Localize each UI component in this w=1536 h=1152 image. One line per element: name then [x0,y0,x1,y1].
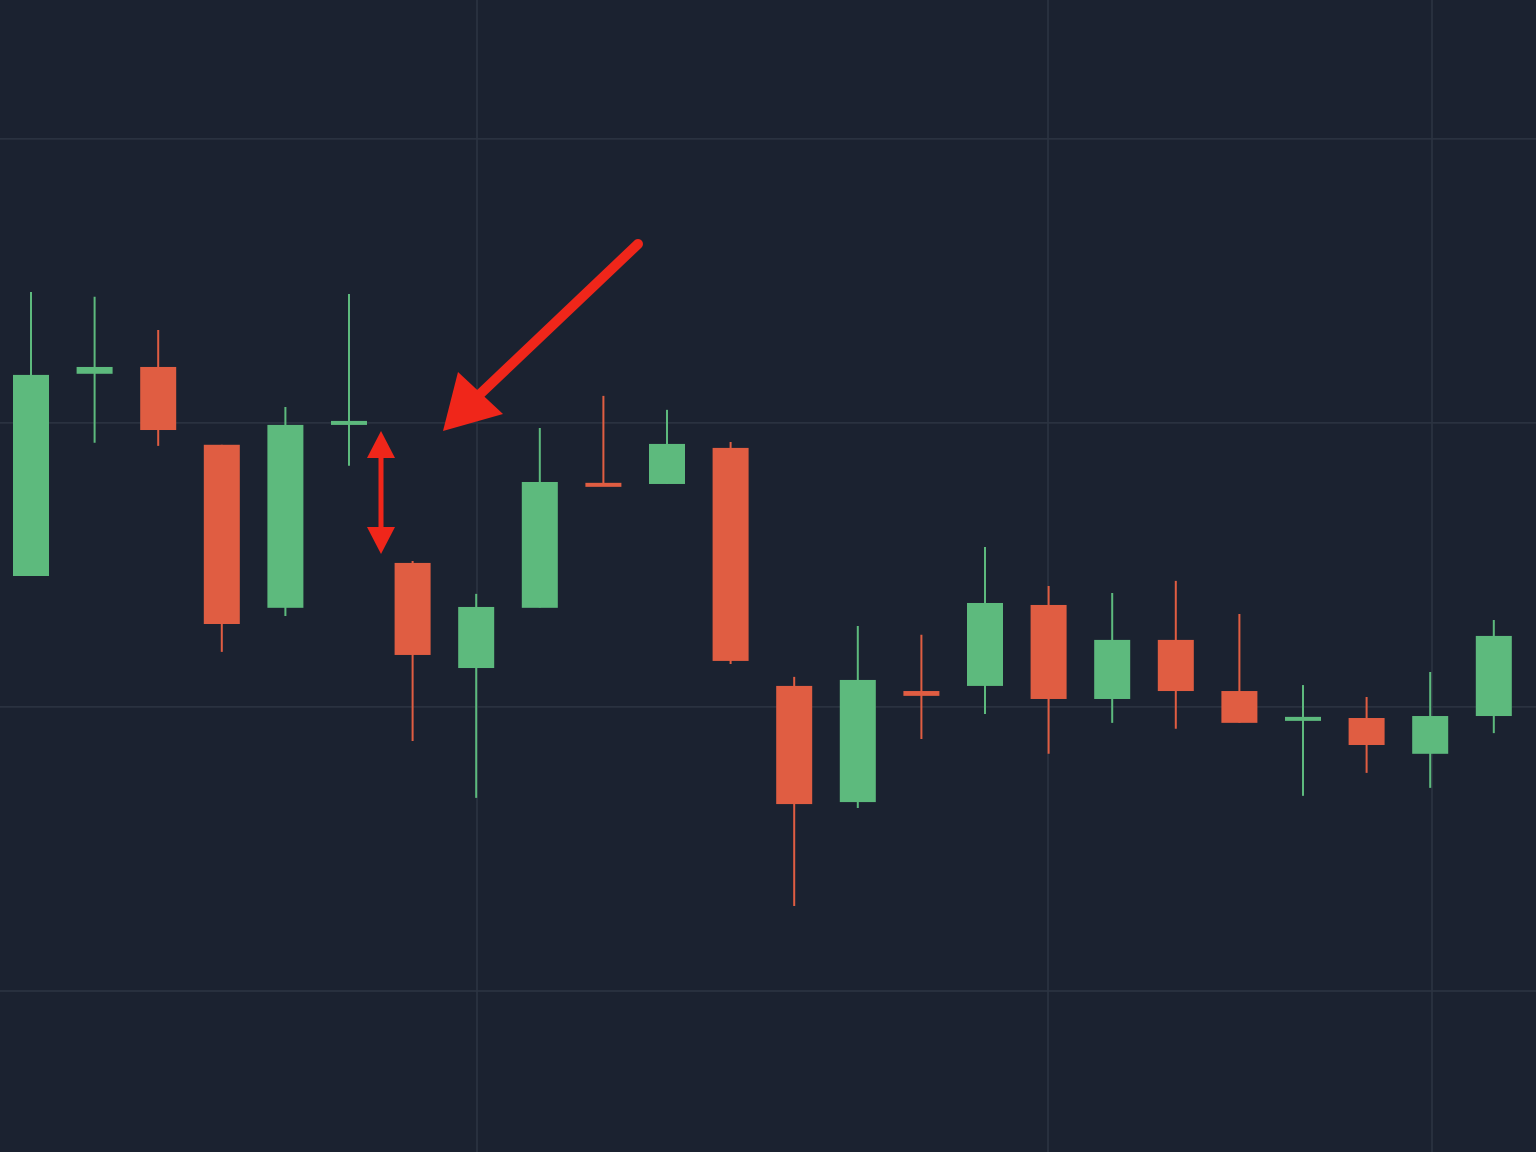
candle-body [1157,639,1194,692]
candle-body [1094,639,1131,699]
candle-body [140,366,177,431]
vertical-grid [476,0,1433,1152]
candle-body [13,374,49,576]
candle-body [458,606,495,669]
candle-body [585,482,622,487]
candle-body [1475,635,1512,717]
candle-body [1030,604,1067,699]
candles [13,291,1512,907]
candle-body [203,444,240,624]
annotation-arrow-shaft [473,239,643,401]
candle-body [776,685,813,805]
annotation-arrow-head [443,372,503,431]
candle-body [903,691,940,696]
candle-body [712,447,749,661]
annotation [367,239,643,554]
candle-body [521,481,558,608]
horizontal-grid [0,138,1536,992]
candle-body [967,602,1003,686]
candle-body [649,443,685,484]
candle-body [1412,716,1449,754]
candle-body [267,424,304,608]
candle-body [1221,691,1258,723]
candle-body [76,366,113,374]
candle-body [331,420,367,425]
gap-arrow-head-top [367,431,395,458]
candle-body [394,562,431,655]
candle-body [1348,718,1385,745]
candle-body [839,679,876,803]
gap-arrow-head-bottom [367,527,395,554]
candle-body [1285,716,1321,721]
